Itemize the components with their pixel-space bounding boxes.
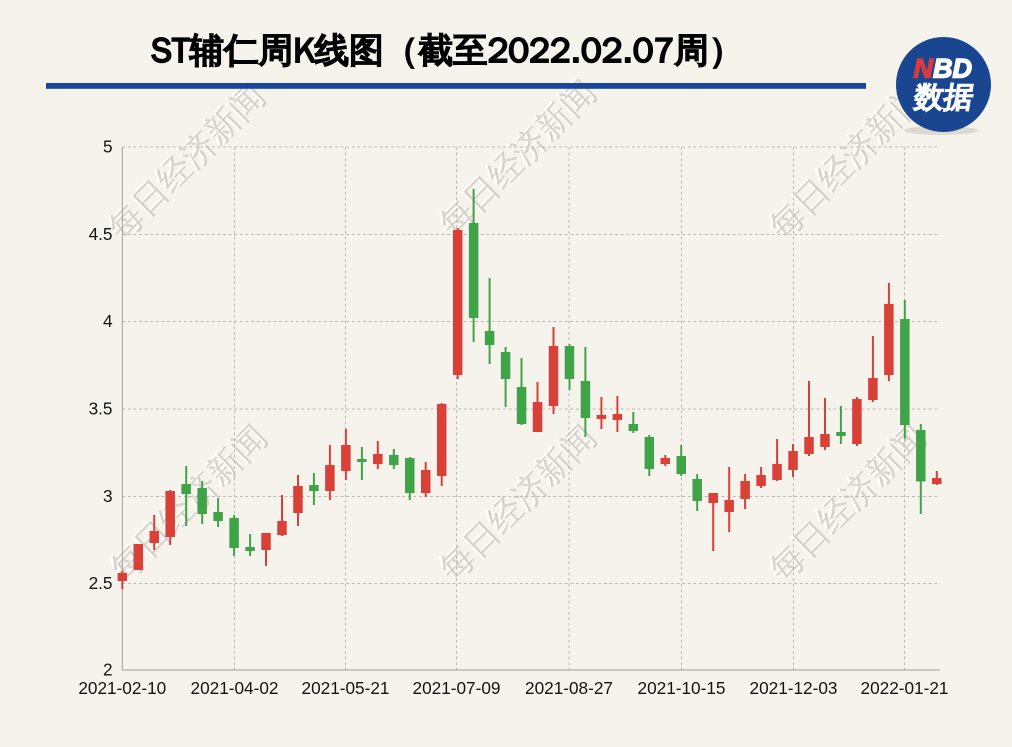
svg-text:2021-08-27: 2021-08-27 [525, 678, 613, 698]
svg-text:2.5: 2.5 [89, 573, 113, 593]
svg-text:2022-01-21: 2022-01-21 [861, 678, 949, 698]
svg-text:2021-02-10: 2021-02-10 [78, 678, 166, 698]
svg-text:3.5: 3.5 [89, 398, 113, 418]
svg-text:5: 5 [103, 136, 113, 156]
svg-text:2021-04-02: 2021-04-02 [191, 678, 279, 698]
svg-text:3: 3 [103, 486, 113, 506]
svg-text:2: 2 [103, 659, 113, 679]
svg-text:NBD: NBD [914, 54, 973, 84]
svg-text:2021-12-03: 2021-12-03 [750, 678, 838, 698]
svg-text:2021-05-21: 2021-05-21 [302, 678, 390, 698]
svg-text:4: 4 [103, 311, 113, 331]
svg-text:2021-10-15: 2021-10-15 [638, 678, 726, 698]
svg-text:2021-07-09: 2021-07-09 [413, 678, 501, 698]
svg-text:4.5: 4.5 [89, 224, 113, 244]
